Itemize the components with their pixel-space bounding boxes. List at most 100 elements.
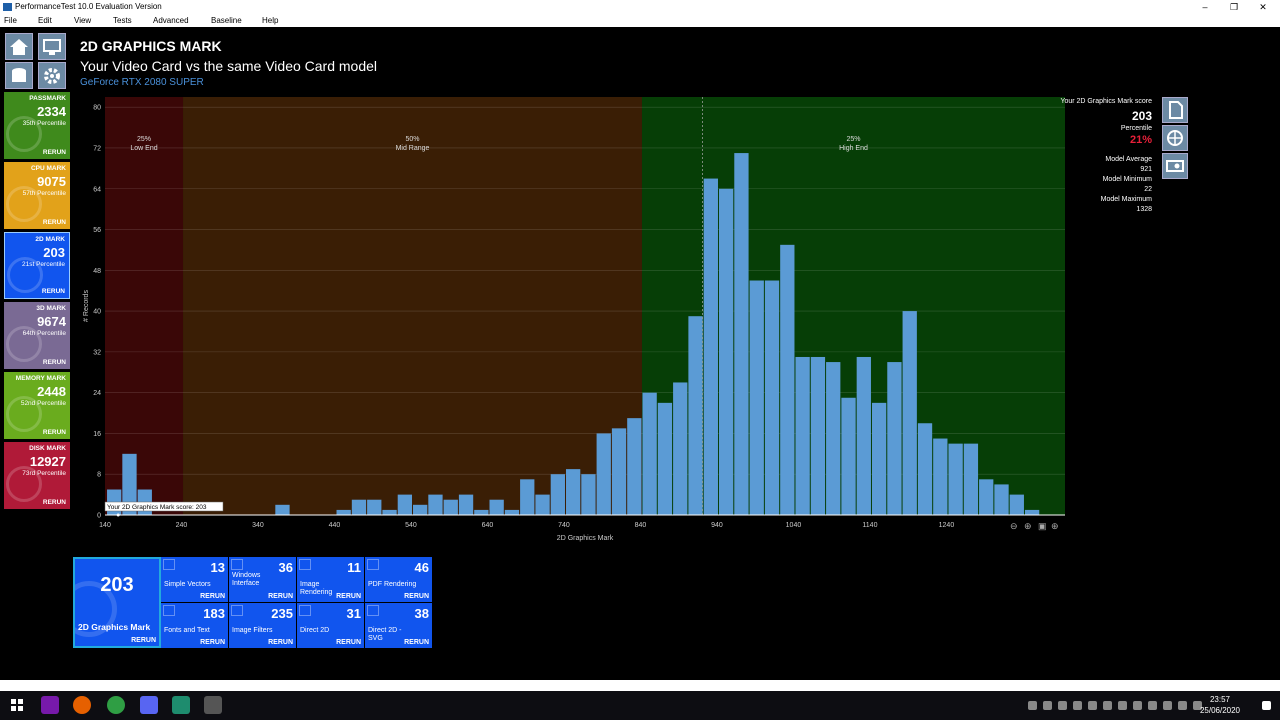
memory-rerun-button[interactable]: RERUN — [42, 429, 66, 436]
tray-icon[interactable] — [1028, 701, 1037, 710]
histogram-bar — [413, 504, 428, 515]
tray-icon[interactable] — [1133, 701, 1142, 710]
subtest-rerun-button[interactable]: RERUN — [336, 593, 361, 600]
tray-icon[interactable] — [1103, 701, 1112, 710]
subtest-tile[interactable]: 13 Simple Vectors RERUN — [161, 557, 228, 602]
shape-icon — [163, 605, 175, 616]
histogram-chart: 25% Low End 50% Mid Range 25% High End 0 8 16 24 3… — [83, 97, 1065, 542]
card-percentile: 21st Percentile — [22, 261, 65, 268]
app-icon-green[interactable] — [172, 696, 190, 714]
onenote-icon[interactable] — [41, 696, 59, 714]
x-tick-label: 740 — [558, 522, 570, 529]
passmark-card[interactable]: PASSMARK 2334 35th Percentile RERUN — [4, 92, 70, 159]
tray-icon[interactable] — [1163, 701, 1172, 710]
disk-rerun-button[interactable]: RERUN — [42, 499, 66, 506]
histogram-bar — [474, 509, 489, 515]
subtest-tile[interactable]: 183 Fonts and Text RERUN — [161, 603, 228, 648]
subtest-label: Direct 2D - SVG — [368, 627, 402, 642]
subtest-tile[interactable]: 36 Windows Interface RERUN — [229, 557, 296, 602]
subtest-value: 235 — [271, 606, 293, 621]
network-icon[interactable] — [1193, 701, 1202, 710]
3d-mark-card[interactable]: 3D MARK 9674 64th Percentile RERUN — [4, 302, 70, 369]
subtest-rerun-button[interactable]: RERUN — [268, 593, 293, 600]
tray-icon[interactable] — [1073, 701, 1082, 710]
2d-mark-card[interactable]: 2D MARK 203 21st Percentile RERUN — [4, 232, 70, 299]
menu-baseline[interactable]: Baseline — [211, 16, 242, 25]
menu-tests[interactable]: Tests — [113, 16, 132, 25]
maximize-button[interactable]: ❐ — [1229, 2, 1239, 12]
home-button[interactable] — [5, 33, 33, 60]
histogram-bar — [520, 479, 535, 515]
card-value: 9674 — [37, 314, 66, 329]
main-rerun-button[interactable]: RERUN — [131, 637, 156, 644]
zoom-out-icon[interactable]: ⊖ — [1010, 521, 1018, 531]
firefox-icon[interactable] — [73, 696, 91, 714]
zoom-reset-icon[interactable]: ⊕ — [1051, 521, 1059, 531]
menu-help[interactable]: Help — [262, 16, 279, 25]
menu-edit[interactable]: Edit — [38, 16, 52, 25]
subtest-label: Image Rendering — [300, 581, 333, 596]
export-button[interactable] — [1162, 97, 1188, 123]
volume-icon[interactable] — [1178, 701, 1187, 710]
subtest-value: 31 — [346, 606, 361, 621]
menu-advanced[interactable]: Advanced — [153, 16, 189, 25]
zoom-fit-icon[interactable]: ▣ — [1038, 521, 1047, 531]
2d-graphics-mark-tile[interactable]: 203 2D Graphics Mark RERUN — [73, 557, 161, 648]
histogram-bar — [780, 244, 795, 515]
zoom-in-icon[interactable]: ⊕ — [1024, 521, 1032, 531]
subtest-tile[interactable]: 38 Direct 2D - SVG RERUN — [365, 603, 432, 648]
chrome-icon[interactable] — [107, 696, 125, 714]
settings-button[interactable] — [38, 62, 66, 89]
subtest-rerun-button[interactable]: RERUN — [404, 593, 429, 600]
close-button[interactable]: ✕ — [1259, 2, 1267, 12]
subtest-rerun-button[interactable]: RERUN — [404, 639, 429, 646]
video-card-button[interactable] — [1162, 153, 1188, 179]
menu-file[interactable]: File — [4, 16, 17, 25]
main-score: 203 — [100, 574, 134, 596]
tray-icon[interactable] — [1148, 701, 1157, 710]
card-value: 12927 — [29, 454, 66, 469]
y-tick-label: 32 — [93, 349, 101, 356]
x-tick-label: 1040 — [786, 522, 802, 529]
cpu-mark-card[interactable]: CPU MARK 9075 57th Percentile RERUN — [4, 162, 70, 229]
subtest-rerun-button[interactable]: RERUN — [268, 639, 293, 646]
tray-icon[interactable] — [1118, 701, 1127, 710]
passmark-rerun-button[interactable]: RERUN — [42, 149, 66, 156]
subtest-rerun-button[interactable]: RERUN — [336, 639, 361, 646]
disk-mark-card[interactable]: DISK MARK 12927 73rd Percentile RERUN — [4, 442, 70, 509]
menu-view[interactable]: View — [74, 16, 92, 25]
results-button[interactable] — [5, 62, 33, 89]
subtest-value: 13 — [210, 560, 225, 575]
windows-start-icon[interactable] — [8, 696, 26, 714]
subtest-tile[interactable]: 235 Image Filters RERUN — [229, 603, 296, 648]
model-average-label: Model Average — [1105, 156, 1152, 163]
online-button[interactable] — [1162, 125, 1188, 151]
y-tick-label: 56 — [93, 227, 101, 234]
shape-icon — [231, 605, 243, 616]
taskbar: 23:57 25/06/2020 — [0, 691, 1280, 720]
globe-icon — [1167, 130, 1183, 146]
notification-icon[interactable] — [1262, 701, 1271, 710]
model-maximum-value: 1328 — [1136, 206, 1152, 213]
2d-rerun-button[interactable]: RERUN — [41, 288, 65, 295]
histogram-bar — [841, 397, 856, 515]
histogram-bar — [627, 418, 642, 515]
tray-icon[interactable] — [1058, 701, 1067, 710]
3d-rerun-button[interactable]: RERUN — [42, 359, 66, 366]
cpu-rerun-button[interactable]: RERUN — [42, 219, 66, 226]
tray-icon[interactable] — [1043, 701, 1052, 710]
card-label: DISK MARK — [29, 445, 66, 452]
minimize-button[interactable]: – — [1202, 2, 1208, 12]
subtest-tile[interactable]: 11 Image Rendering RERUN — [297, 557, 364, 602]
subtest-tile[interactable]: 46 PDF Rendering RERUN — [365, 557, 432, 602]
clock[interactable]: 23:57 25/06/2020 — [1200, 694, 1240, 716]
memory-mark-card[interactable]: MEMORY MARK 2448 52nd Percentile RERUN — [4, 372, 70, 439]
subtest-rerun-button[interactable]: RERUN — [200, 639, 225, 646]
performancetest-icon[interactable] — [204, 696, 222, 714]
subtest-tile[interactable]: 31 Direct 2D RERUN — [297, 603, 364, 648]
subtest-rerun-button[interactable]: RERUN — [200, 593, 225, 600]
clock-time: 23:57 — [1209, 695, 1230, 704]
tray-icon[interactable] — [1088, 701, 1097, 710]
system-info-button[interactable] — [38, 33, 66, 60]
discord-icon[interactable] — [140, 696, 158, 714]
